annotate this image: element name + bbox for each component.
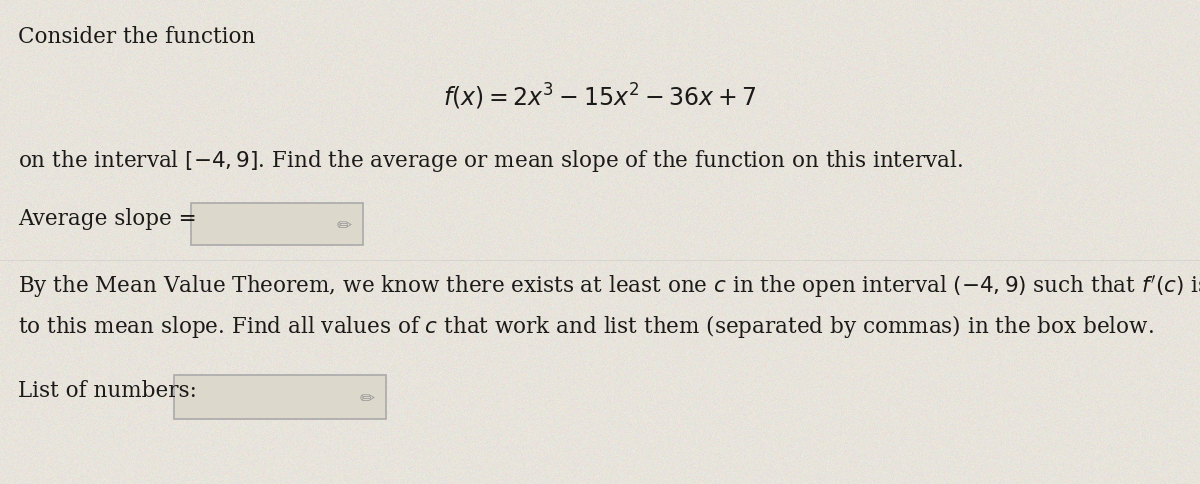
- Text: ✏: ✏: [360, 390, 374, 408]
- Text: ✏: ✏: [336, 217, 352, 235]
- Text: on the interval $[-4, 9]$. Find the average or mean slope of the function on thi: on the interval $[-4, 9]$. Find the aver…: [18, 148, 964, 174]
- FancyBboxPatch shape: [174, 375, 386, 419]
- Text: Consider the function: Consider the function: [18, 26, 256, 48]
- FancyBboxPatch shape: [191, 203, 364, 245]
- Text: to this mean slope. Find all values of $c$ that work and list them (separated by: to this mean slope. Find all values of $…: [18, 313, 1154, 340]
- Text: By the Mean Value Theorem, we know there exists at least one $c$ in the open int: By the Mean Value Theorem, we know there…: [18, 273, 1200, 300]
- Text: List of numbers:: List of numbers:: [18, 380, 197, 402]
- Text: $f(x) = 2x^3 - 15x^2 - 36x + 7$: $f(x) = 2x^3 - 15x^2 - 36x + 7$: [443, 82, 757, 112]
- Text: Average slope =: Average slope =: [18, 208, 197, 230]
